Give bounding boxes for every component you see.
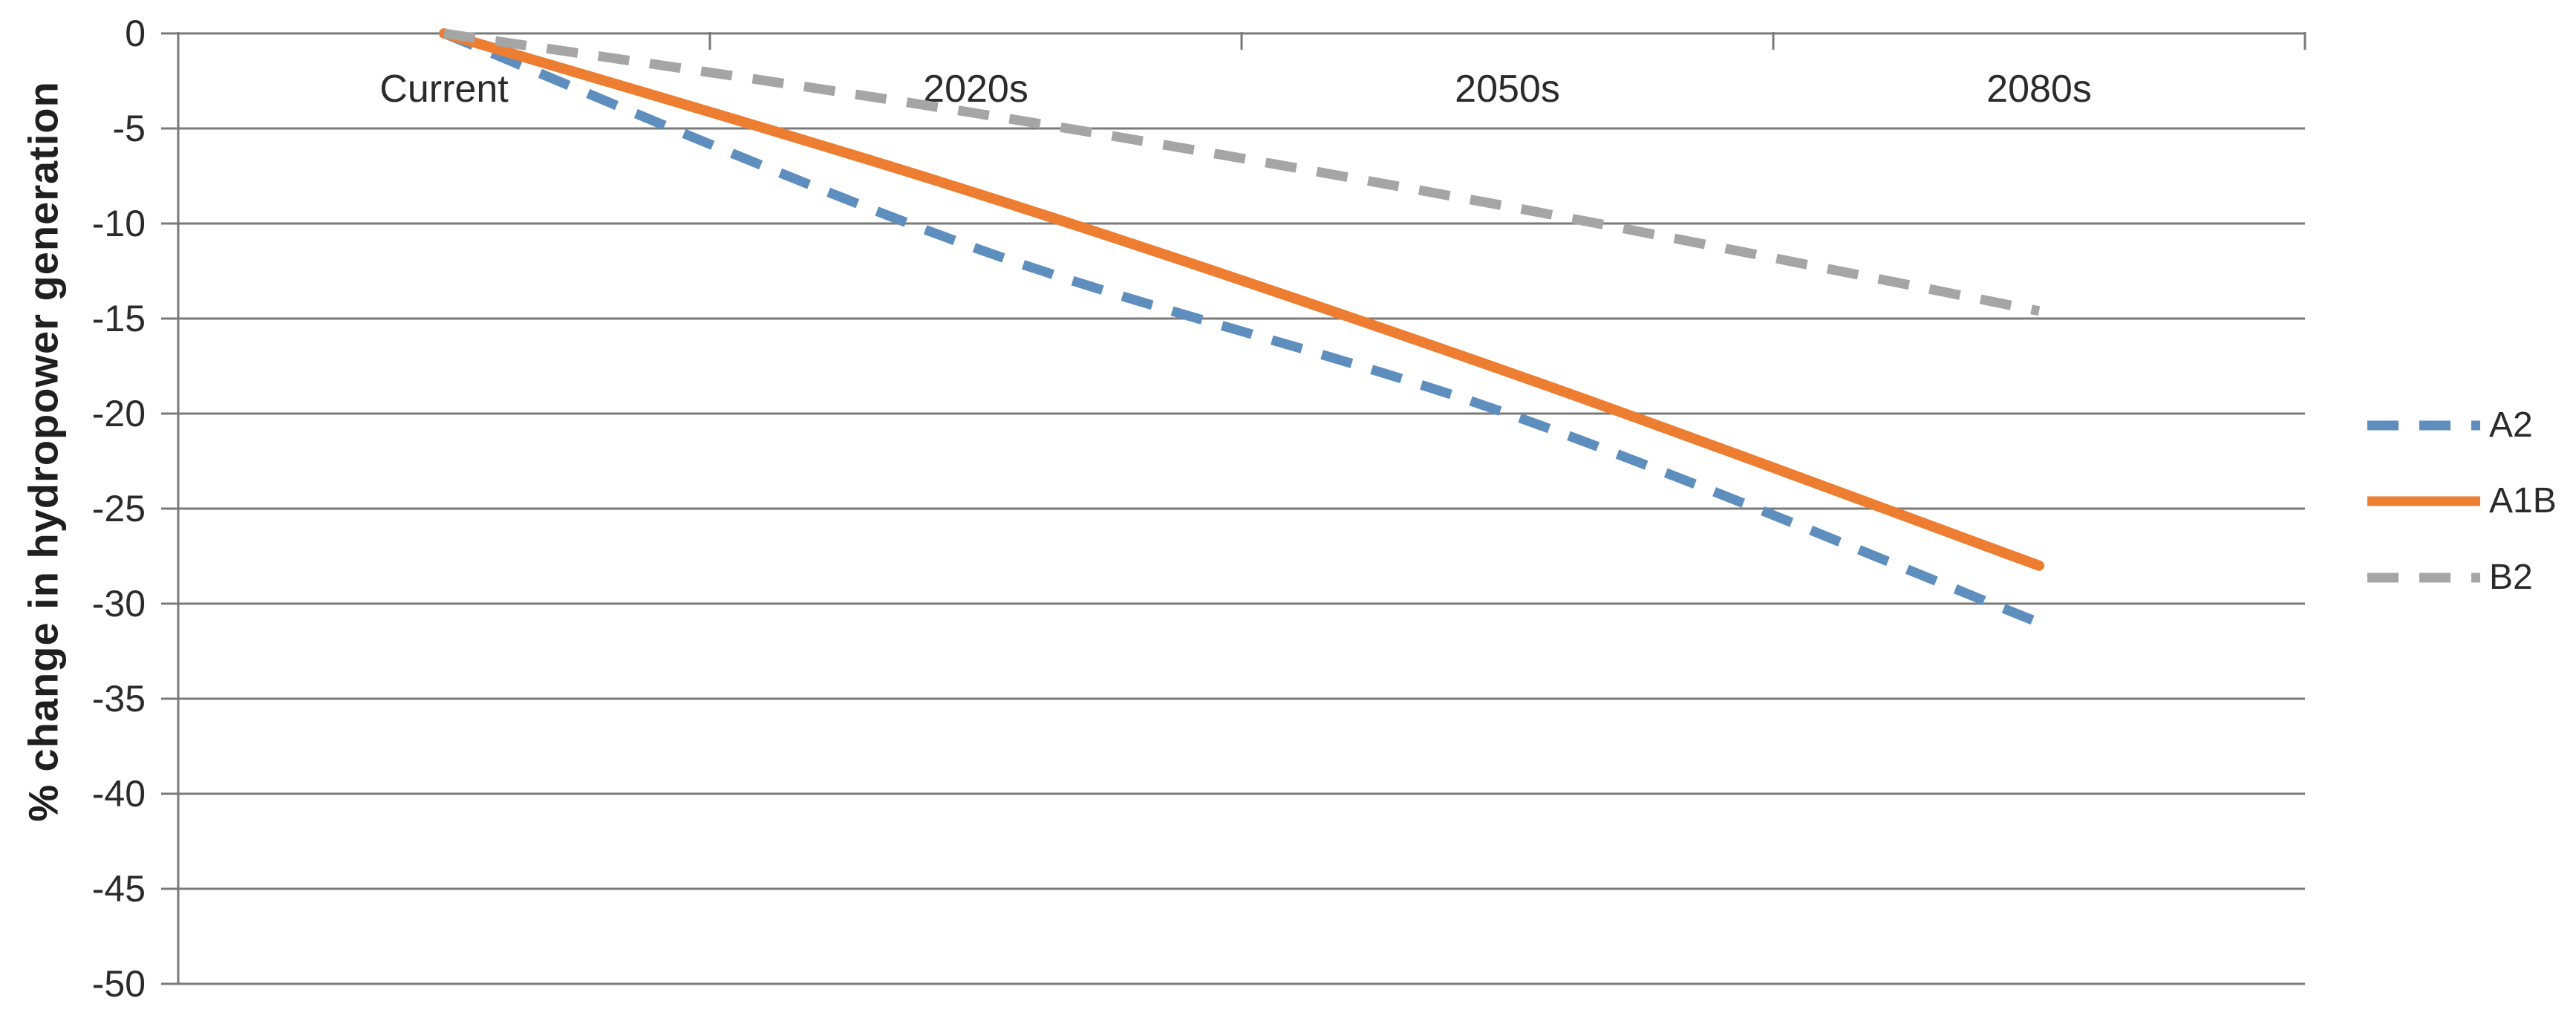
legend-item-a2: A2: [2366, 406, 2533, 445]
legend-swatch-a1b-solid-line: [2367, 496, 2480, 506]
y-tick-label: -40: [92, 773, 146, 815]
legend-label-b2: B2: [2489, 558, 2533, 597]
y-tick-label: -10: [92, 203, 146, 244]
y-tick-label: 0: [125, 13, 146, 54]
legend-label-a2: A2: [2489, 405, 2533, 445]
series-line-b2: [443, 28, 2041, 316]
y-axis-title: % change in hydropower generation: [19, 81, 67, 822]
y-tick-label: -30: [92, 583, 146, 624]
y-tick-label: -35: [92, 678, 146, 720]
y-tick-label: -5: [113, 108, 146, 149]
x-tick-label-2050s: 2050s: [1455, 68, 1560, 111]
legend-swatch-a2-dashed-line: [2367, 420, 2480, 431]
legend-label-a1b: A1B: [2489, 481, 2557, 521]
legend-item-b2: B2: [2366, 558, 2533, 597]
y-tick-label: -50: [92, 963, 146, 1005]
x-tick-label-2020s: 2020s: [923, 68, 1028, 111]
legend-swatch-b2-dashed-line: [2367, 572, 2480, 583]
y-tick-label: -25: [92, 488, 146, 529]
legend: A2 A1B B2: [2366, 0, 2576, 1018]
series-line-a1b: [439, 28, 2044, 571]
series-line-a2: [442, 28, 2041, 627]
legend-item-a1b: A1B: [2366, 482, 2557, 521]
y-tick-label: -20: [92, 393, 146, 434]
x-tick-label-2080s: 2080s: [1986, 68, 2092, 111]
y-tick-label: -45: [92, 868, 146, 910]
y-tick-label: -15: [92, 298, 146, 339]
x-tick-label-current: Current: [379, 68, 509, 111]
